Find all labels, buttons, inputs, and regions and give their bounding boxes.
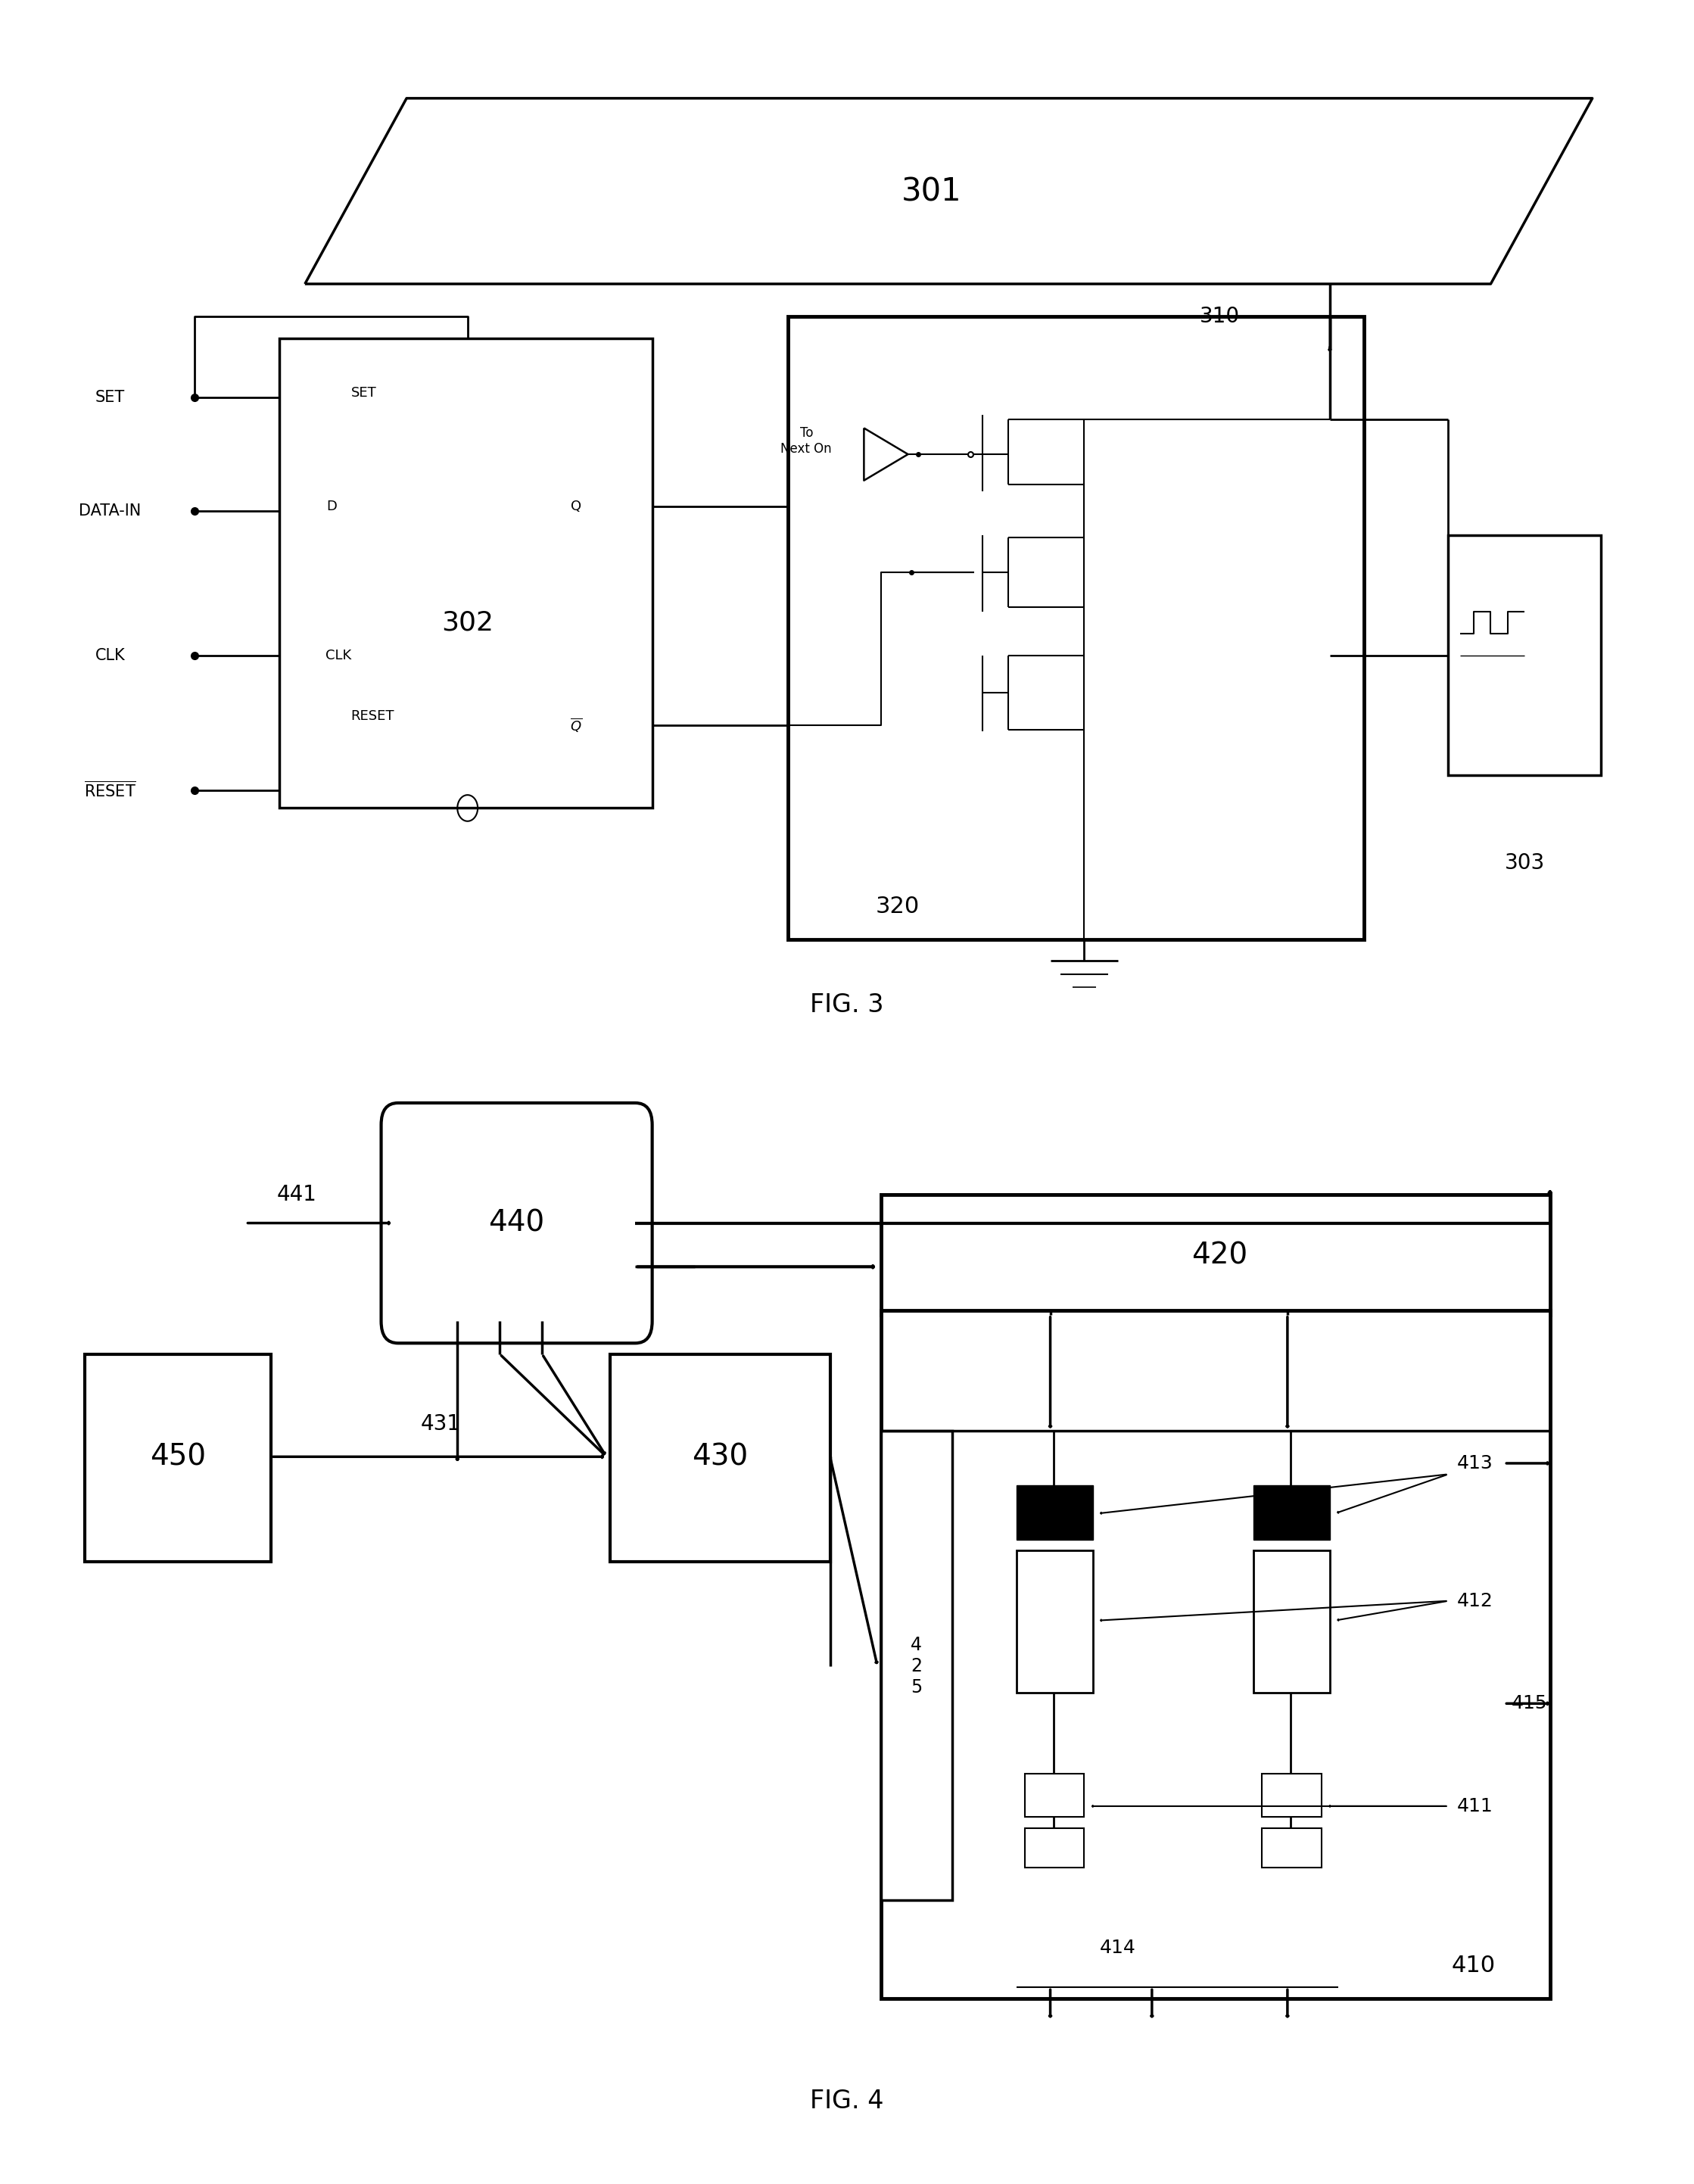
- Text: 303: 303: [1504, 852, 1545, 874]
- Text: D: D: [327, 500, 337, 513]
- Bar: [881, 1310, 1550, 1998]
- Text: 450: 450: [149, 1441, 207, 1472]
- Text: FIG. 3: FIG. 3: [810, 992, 884, 1018]
- Text: 431: 431: [420, 1413, 461, 1435]
- Bar: [1262, 1773, 1321, 1817]
- Text: 301: 301: [901, 177, 962, 207]
- Text: FIG. 4: FIG. 4: [810, 2088, 884, 2114]
- Text: DATA-IN: DATA-IN: [80, 505, 141, 518]
- Bar: [610, 1354, 830, 1562]
- Text: 411: 411: [1457, 1797, 1492, 1815]
- Bar: [1016, 1485, 1093, 1540]
- Text: 4
2
5: 4 2 5: [911, 1636, 922, 1697]
- Text: SET: SET: [95, 391, 125, 404]
- Bar: [1254, 1485, 1330, 1540]
- Bar: [1448, 535, 1601, 775]
- Text: 414: 414: [1099, 1939, 1137, 1957]
- Text: 302: 302: [442, 609, 493, 636]
- Bar: [280, 339, 652, 808]
- Bar: [1016, 1551, 1093, 1693]
- Text: CLK: CLK: [325, 649, 352, 662]
- Bar: [85, 1354, 271, 1562]
- Text: $\overline{\mathrm{RESET}}$: $\overline{\mathrm{RESET}}$: [85, 782, 136, 799]
- Text: SET: SET: [351, 387, 378, 400]
- Bar: [788, 317, 1364, 939]
- Text: 413: 413: [1457, 1455, 1492, 1472]
- Text: 410: 410: [1452, 1955, 1496, 1977]
- Text: 412: 412: [1457, 1592, 1492, 1610]
- Text: 440: 440: [488, 1208, 545, 1238]
- Text: 430: 430: [691, 1441, 749, 1472]
- Bar: [881, 1195, 1550, 1315]
- Bar: [1025, 1828, 1084, 1867]
- FancyBboxPatch shape: [381, 1103, 652, 1343]
- Text: 415: 415: [1511, 1695, 1547, 1712]
- Bar: [881, 1431, 952, 1900]
- Text: CLK: CLK: [95, 649, 125, 662]
- Bar: [1025, 1773, 1084, 1817]
- Bar: [1262, 1828, 1321, 1867]
- Text: To
Next On: To Next On: [781, 426, 832, 456]
- Text: $\overline{Q}$: $\overline{Q}$: [569, 716, 583, 734]
- Text: 320: 320: [876, 895, 920, 917]
- Text: 310: 310: [1199, 306, 1240, 328]
- Text: 420: 420: [1191, 1241, 1248, 1271]
- Text: 441: 441: [276, 1184, 317, 1206]
- Text: RESET: RESET: [351, 710, 395, 723]
- Text: Q: Q: [571, 500, 581, 513]
- Bar: [1254, 1551, 1330, 1693]
